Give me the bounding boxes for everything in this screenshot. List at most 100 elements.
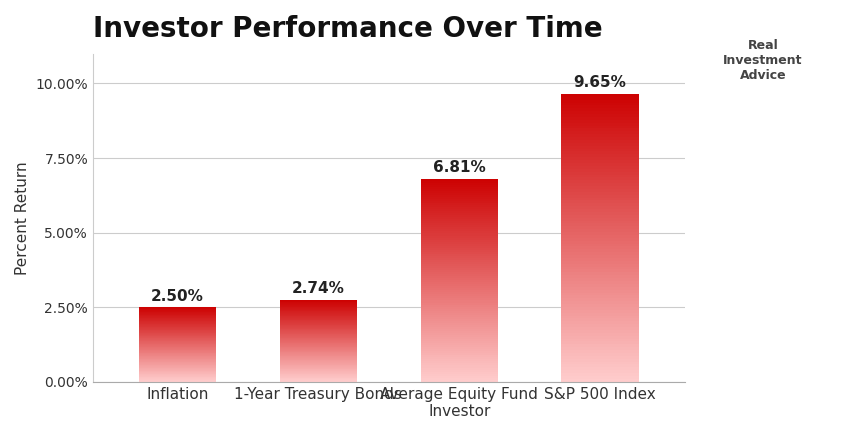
Bar [280, 363, 357, 364]
Bar [280, 348, 357, 349]
Bar [139, 352, 217, 353]
Bar [139, 309, 217, 310]
Bar [561, 151, 639, 155]
Bar [561, 327, 639, 330]
Bar [421, 236, 498, 237]
Bar [421, 321, 498, 323]
Bar [421, 305, 498, 306]
Bar [421, 258, 498, 260]
Bar [561, 258, 639, 261]
Bar [280, 357, 357, 358]
Bar [139, 323, 217, 324]
Bar [561, 356, 639, 359]
Bar [139, 367, 217, 368]
Bar [139, 307, 217, 308]
Bar [139, 343, 217, 344]
Bar [139, 328, 217, 329]
Bar [561, 125, 639, 128]
Bar [421, 217, 498, 219]
Bar [421, 299, 498, 300]
Bar [280, 333, 357, 334]
Bar [421, 359, 498, 362]
Bar [280, 301, 357, 302]
Bar [561, 163, 639, 166]
Bar [561, 275, 639, 278]
Bar [139, 324, 217, 325]
Bar [280, 370, 357, 371]
Bar [561, 128, 639, 132]
Bar [421, 209, 498, 211]
Bar [421, 306, 498, 309]
Bar [280, 313, 357, 314]
Bar [139, 333, 217, 334]
Bar [139, 339, 217, 340]
Bar [280, 342, 357, 343]
Bar [421, 325, 498, 327]
Bar [139, 337, 217, 338]
Bar [421, 233, 498, 236]
Bar [561, 169, 639, 171]
Bar [139, 313, 217, 314]
Bar [139, 310, 217, 311]
Bar [139, 325, 217, 326]
Bar [561, 324, 639, 327]
Bar [280, 326, 357, 327]
Bar [561, 178, 639, 180]
Bar [421, 355, 498, 357]
Bar [280, 369, 357, 370]
Bar [421, 380, 498, 382]
Bar [561, 235, 639, 238]
Bar [421, 256, 498, 258]
Bar [561, 183, 639, 186]
Bar [421, 248, 498, 250]
Bar [139, 342, 217, 343]
Bar [280, 330, 357, 331]
Bar [139, 361, 217, 362]
Bar [421, 362, 498, 363]
Bar [561, 97, 639, 100]
Bar [421, 237, 498, 240]
Bar [280, 346, 357, 347]
Bar [421, 189, 498, 191]
Bar [421, 270, 498, 272]
Bar [139, 330, 217, 331]
Bar [561, 376, 639, 379]
Bar [561, 298, 639, 301]
Bar [139, 359, 217, 360]
Bar [561, 264, 639, 266]
Bar [421, 187, 498, 189]
Bar [421, 331, 498, 333]
Bar [139, 380, 217, 381]
Bar [421, 312, 498, 315]
Bar [280, 377, 357, 378]
Bar [280, 312, 357, 313]
Bar [561, 289, 639, 293]
Bar [561, 238, 639, 241]
Bar [139, 350, 217, 351]
Bar [280, 332, 357, 333]
Bar [280, 328, 357, 329]
Bar [139, 374, 217, 375]
Bar [561, 117, 639, 120]
Bar [280, 304, 357, 305]
Bar [421, 262, 498, 264]
Bar [139, 317, 217, 318]
Bar [139, 375, 217, 376]
Bar [421, 296, 498, 299]
Bar [421, 260, 498, 262]
Bar [561, 201, 639, 203]
Bar [139, 378, 217, 379]
Bar [561, 330, 639, 333]
Bar [421, 201, 498, 203]
Bar [280, 324, 357, 325]
Bar [561, 180, 639, 183]
Bar [421, 197, 498, 199]
Bar [561, 197, 639, 201]
Bar [280, 322, 357, 323]
Bar [280, 310, 357, 311]
Bar [139, 369, 217, 370]
Bar [139, 314, 217, 315]
Bar [561, 209, 639, 212]
Bar [280, 372, 357, 373]
Bar [561, 189, 639, 192]
